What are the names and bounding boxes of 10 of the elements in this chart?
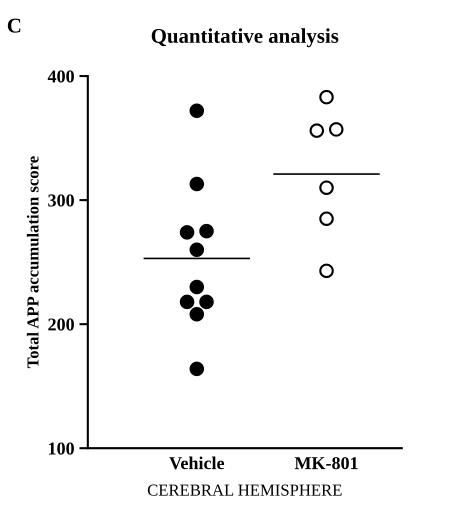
y-tick-label: 300 xyxy=(48,194,74,207)
x-tick-label: MK-801 xyxy=(294,457,358,470)
y-tick-label: 400 xyxy=(48,70,74,83)
chart-title: Quantitative analysis xyxy=(152,28,338,48)
y-tick-label: 100 xyxy=(48,442,74,455)
y-axis-title: Total APP accumulation score xyxy=(26,156,39,368)
x-axis-title: CEREBRAL HEMISPHERE xyxy=(148,484,342,496)
text: C xyxy=(8,18,20,33)
y-tick-label: 200 xyxy=(48,318,74,331)
x-tick-label: Vehicle xyxy=(169,456,224,470)
